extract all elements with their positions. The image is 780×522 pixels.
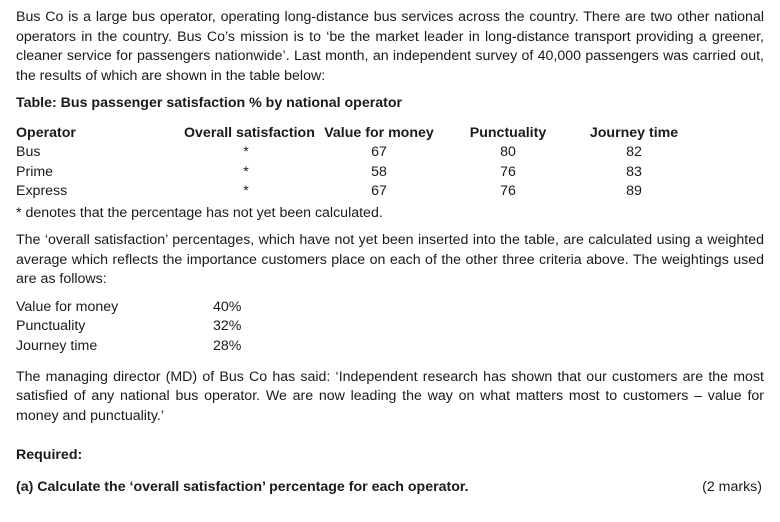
table-header-row: Operator Overall satisfaction Value for …	[16, 124, 764, 144]
satisfaction-table: Operator Overall satisfaction Value for …	[16, 124, 764, 200]
question-marks: (2 marks)	[702, 478, 762, 495]
table-row: Express * 67 76 89	[16, 182, 764, 202]
journey-time-cell: 82	[626, 144, 642, 160]
md-quote-paragraph: The managing director (MD) of Bus Co has…	[16, 368, 764, 424]
weighting-row: Punctuality 32%	[16, 317, 764, 337]
journey-time-cell: 89	[626, 183, 642, 199]
required-heading: Required:	[16, 447, 83, 463]
operator-cell: Bus	[16, 144, 41, 160]
weighting-value: 40%	[213, 298, 242, 315]
weighting-row: Journey time 28%	[16, 337, 764, 357]
header-value-for-money: Value for money	[324, 124, 434, 141]
overall-cell: *	[243, 183, 249, 199]
overall-cell: *	[243, 144, 249, 160]
overall-cell: *	[243, 163, 249, 180]
value-for-money-cell: 58	[371, 163, 387, 180]
header-operator: Operator	[16, 124, 76, 141]
operator-cell: Express	[16, 183, 68, 199]
punctuality-cell: 76	[500, 183, 516, 199]
weightings-list: Value for money 40% Punctuality 32% Jour…	[16, 298, 764, 358]
weighting-value: 28%	[213, 337, 242, 354]
table-row: Bus * 67 80 82	[16, 143, 764, 163]
question-a: (a) Calculate the ‘overall satisfaction’…	[16, 478, 764, 498]
header-overall-satisfaction: Overall satisfaction	[184, 124, 315, 141]
header-punctuality: Punctuality	[469, 124, 547, 141]
weighting-paragraph: The ‘overall satisfaction’ percentages, …	[16, 232, 764, 287]
weighting-label: Punctuality	[16, 318, 86, 334]
table-row: Prime * 58 76 83	[16, 163, 764, 183]
weighting-value: 32%	[213, 318, 242, 334]
punctuality-cell: 80	[500, 144, 516, 160]
punctuality-cell: 76	[500, 163, 516, 180]
value-for-money-cell: 67	[371, 183, 387, 199]
header-journey-time: Journey time	[589, 124, 679, 141]
value-for-money-cell: 67	[371, 144, 387, 160]
journey-time-cell: 83	[626, 163, 642, 180]
intro-paragraph: Bus Co is a large bus operator, operatin…	[16, 9, 764, 84]
table-title: Table: Bus passenger satisfaction % by n…	[16, 95, 403, 111]
operator-cell: Prime	[16, 163, 54, 180]
weighting-label: Value for money	[16, 298, 119, 315]
weighting-label: Journey time	[16, 337, 98, 354]
table-footnote: * denotes that the percentage has not ye…	[16, 204, 383, 221]
question-text: (a) Calculate the ‘overall satisfaction’…	[16, 478, 469, 495]
weighting-row: Value for money 40%	[16, 298, 764, 318]
